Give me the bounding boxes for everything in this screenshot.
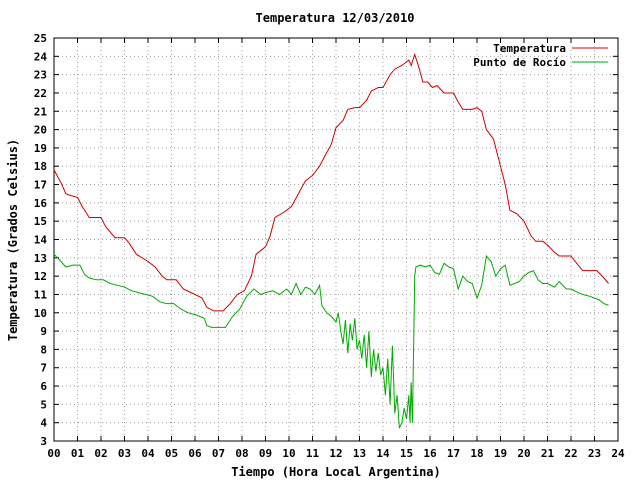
x-tick-label: 09 — [259, 447, 272, 460]
x-tick-label: 21 — [541, 447, 555, 460]
x-tick-label: 00 — [47, 447, 60, 460]
x-tick-label: 05 — [165, 447, 178, 460]
y-tick-label: 13 — [34, 252, 47, 265]
x-tick-label: 23 — [588, 447, 601, 460]
y-tick-label: 9 — [40, 325, 47, 338]
x-tick-label: 13 — [353, 447, 366, 460]
y-tick-label: 11 — [34, 288, 48, 301]
y-axis-label: Temperatura (Grados Celsius) — [6, 139, 20, 341]
y-tick-label: 7 — [40, 362, 47, 375]
grid — [54, 38, 618, 441]
y-tick-label: 12 — [34, 270, 47, 283]
y-tick-label: 24 — [34, 50, 48, 63]
y-tick-label: 19 — [34, 142, 47, 155]
chart-title: Temperatura 12/03/2010 — [256, 11, 415, 25]
x-tick-label: 14 — [376, 447, 390, 460]
y-tick-label: 23 — [34, 69, 47, 82]
y-tick-label: 8 — [40, 343, 47, 356]
x-tick-label: 12 — [329, 447, 342, 460]
x-tick-label: 03 — [118, 447, 131, 460]
y-tick-label: 14 — [34, 234, 48, 247]
y-tick-label: 18 — [34, 160, 47, 173]
y-tick-label: 3 — [40, 435, 47, 448]
axis-ticks: 00 01 02 03 04 05 06 07 08 09 10 11 12 13 14 15 16 17 18 19… — [34, 32, 625, 460]
y-tick-label: 22 — [34, 87, 47, 100]
legend-label: Temperatura — [493, 42, 566, 55]
x-tick-label: 18 — [470, 447, 483, 460]
y-tick-label: 10 — [34, 307, 47, 320]
x-tick-label: 07 — [212, 447, 225, 460]
series-lines — [53, 52, 609, 429]
x-tick-label: 16 — [423, 447, 437, 460]
legend-label: Punto de Rocío — [473, 56, 566, 69]
y-tick-label: 17 — [34, 179, 47, 192]
x-tick-label: 02 — [94, 447, 107, 460]
series-line-temperatura — [53, 52, 609, 312]
x-axis-label: Tiempo (Hora Local Argentina) — [231, 465, 441, 479]
x-tick-label: 19 — [494, 447, 507, 460]
y-tick-label: 4 — [40, 417, 47, 430]
y-tick-label: 21 — [34, 105, 48, 118]
x-tick-label: 11 — [306, 447, 320, 460]
y-tick-label: 15 — [34, 215, 47, 228]
y-tick-label: 5 — [40, 398, 47, 411]
x-tick-label: 20 — [517, 447, 530, 460]
series-line-punto-de-rocio — [53, 253, 609, 429]
x-tick-label: 10 — [282, 447, 295, 460]
x-tick-label: 01 — [71, 447, 85, 460]
x-tick-label: 17 — [447, 447, 460, 460]
x-tick-label: 06 — [188, 447, 202, 460]
x-tick-label: 04 — [141, 447, 155, 460]
y-tick-label: 20 — [34, 124, 47, 137]
y-tick-label: 6 — [40, 380, 47, 393]
x-tick-label: 15 — [400, 447, 413, 460]
x-tick-label: 22 — [564, 447, 577, 460]
y-tick-label: 16 — [34, 197, 48, 210]
y-tick-label: 25 — [34, 32, 47, 45]
x-tick-label: 24 — [611, 447, 625, 460]
x-tick-label: 08 — [235, 447, 248, 460]
